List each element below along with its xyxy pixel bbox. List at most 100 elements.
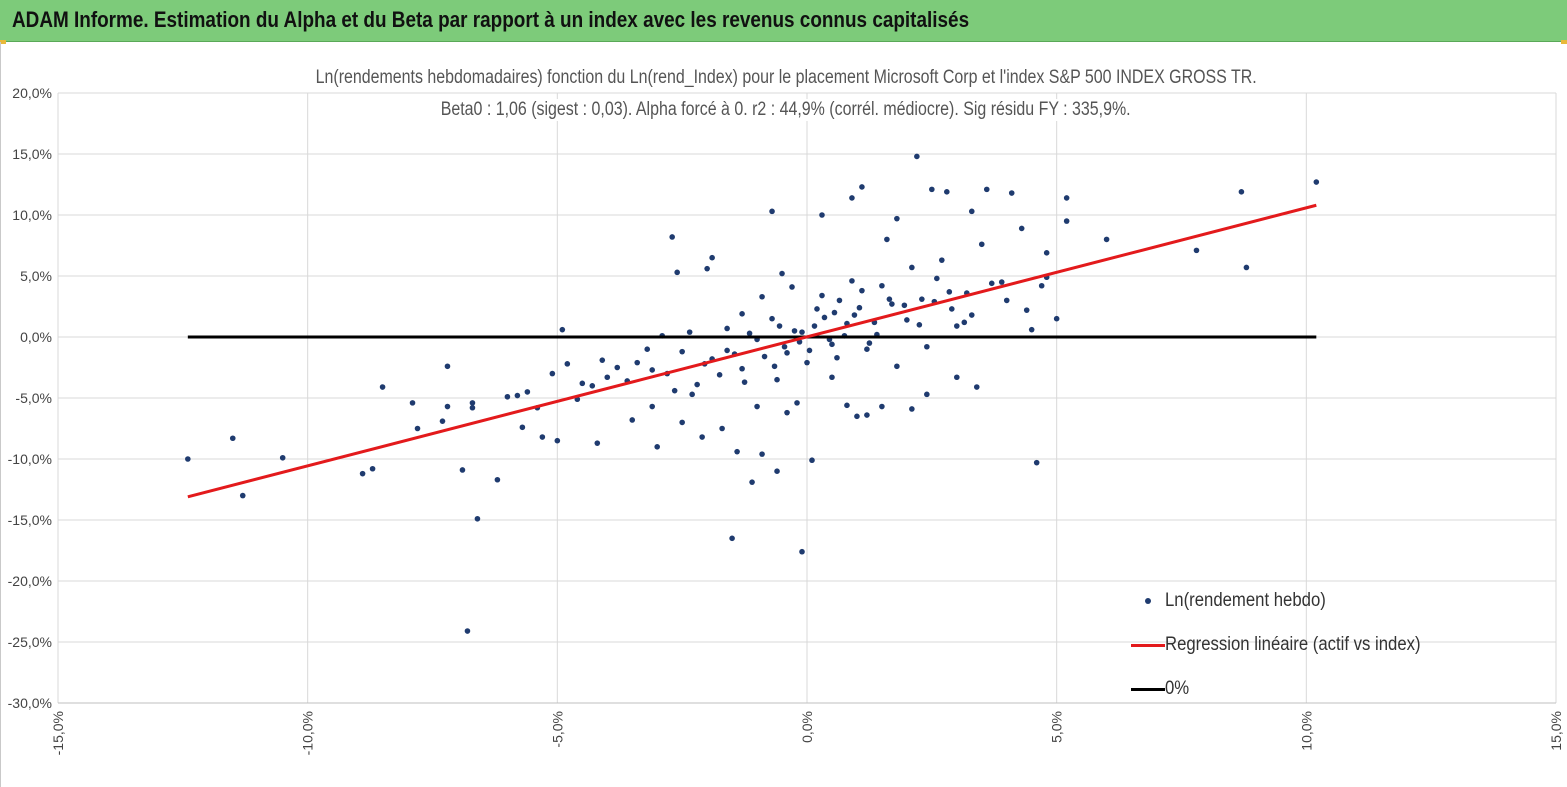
x-tick-label: -5,0%	[549, 711, 565, 748]
data-point	[469, 404, 476, 411]
data-point	[669, 234, 675, 240]
data-point	[864, 346, 870, 353]
data-point	[849, 278, 855, 284]
data-point	[594, 440, 601, 446]
data-point	[739, 365, 745, 372]
data-point	[889, 301, 895, 307]
data-point	[814, 306, 820, 312]
data-point	[739, 311, 745, 317]
y-tick-label: 10,0%	[12, 207, 52, 223]
data-point	[771, 363, 778, 370]
data-point	[1053, 315, 1060, 322]
data-point	[904, 317, 910, 323]
data-point	[836, 297, 843, 304]
y-tick-label: -20,0%	[8, 573, 52, 589]
data-point	[774, 376, 780, 383]
data-point	[1313, 179, 1320, 185]
legend-item-points: Ln(rendement hebdo)	[1131, 590, 1348, 612]
data-point	[524, 389, 531, 395]
data-point	[924, 343, 930, 350]
data-point	[819, 212, 825, 218]
data-point	[946, 289, 953, 295]
data-point	[459, 467, 466, 473]
data-point	[988, 280, 995, 287]
legend-label-points: Ln(rendement hebdo)	[1165, 590, 1326, 611]
data-point	[849, 195, 855, 201]
data-point	[1238, 189, 1245, 195]
data-point	[724, 325, 730, 332]
data-point	[776, 323, 783, 329]
data-point	[901, 302, 908, 309]
data-point	[629, 417, 636, 423]
data-point	[886, 296, 893, 302]
data-point	[769, 208, 775, 215]
data-point	[549, 370, 556, 377]
data-point	[564, 361, 571, 367]
data-point	[806, 347, 813, 354]
report-title: ADAM Informe. Estimation du Alpha et du …	[12, 7, 970, 32]
data-point	[1018, 225, 1025, 232]
data-point	[779, 270, 785, 277]
data-point	[804, 359, 810, 366]
data-point	[909, 264, 915, 271]
x-tick-label: 5,0%	[1049, 711, 1065, 743]
legend-line-symbol	[1131, 687, 1165, 691]
data-point	[864, 412, 870, 418]
data-point	[734, 448, 740, 455]
y-tick-label: -15,0%	[8, 512, 52, 528]
y-tick-label: 0,0%	[20, 329, 52, 345]
data-point	[686, 329, 693, 335]
data-point	[831, 309, 838, 316]
data-point	[719, 425, 725, 432]
data-point	[978, 241, 985, 248]
data-point	[1023, 307, 1030, 313]
data-point	[604, 374, 611, 381]
x-tick-label: -10,0%	[300, 711, 316, 755]
data-point	[1038, 282, 1045, 289]
data-point	[769, 315, 775, 322]
data-point	[599, 357, 606, 363]
data-point	[924, 391, 930, 398]
data-point	[919, 296, 925, 302]
data-point	[444, 403, 451, 410]
data-point	[754, 403, 760, 410]
data-point	[929, 186, 935, 193]
data-point	[794, 400, 800, 406]
data-point	[961, 319, 968, 326]
data-point	[724, 347, 730, 354]
data-point	[909, 406, 915, 412]
data-point	[699, 434, 705, 440]
data-point	[914, 153, 920, 160]
data-point	[879, 403, 885, 410]
series-0	[185, 153, 1320, 634]
data-point	[954, 374, 960, 381]
data-point	[834, 354, 840, 361]
data-point	[789, 284, 795, 290]
data-point	[781, 343, 788, 350]
data-point	[784, 350, 790, 356]
data-point	[983, 186, 990, 193]
data-point	[1063, 218, 1070, 224]
data-point	[654, 444, 660, 450]
data-point	[464, 628, 471, 634]
data-point	[279, 454, 286, 461]
legend-item-regression: Regression linéaire (actif vs index)	[1131, 634, 1455, 656]
data-point	[439, 418, 446, 424]
y-tick-label: 15,0%	[12, 146, 52, 162]
data-point	[444, 363, 451, 370]
data-point	[504, 393, 511, 400]
data-point	[1243, 264, 1250, 271]
data-point	[954, 323, 960, 329]
data-point	[949, 306, 955, 312]
data-point	[1193, 247, 1200, 254]
data-point	[729, 535, 735, 542]
chart-title-line-2: Beta0 : 1,06 (sigest : 0,03). Alpha forc…	[191, 99, 1381, 121]
data-point	[1033, 459, 1040, 466]
data-point	[671, 387, 678, 394]
data-point	[679, 348, 685, 355]
data-point	[1028, 326, 1035, 333]
data-point	[968, 208, 975, 215]
legend-label-regression: Regression linéaire (actif vs index)	[1165, 634, 1421, 655]
legend-label-zero: 0%	[1165, 678, 1190, 699]
data-point	[791, 328, 798, 334]
